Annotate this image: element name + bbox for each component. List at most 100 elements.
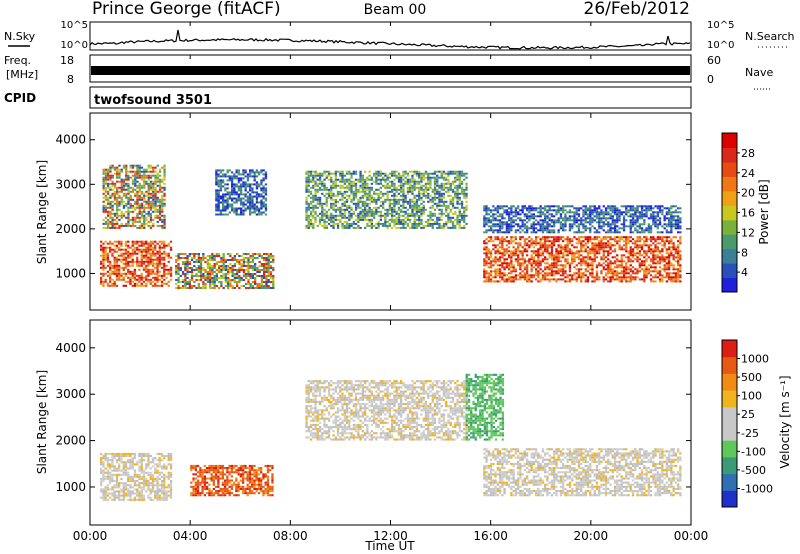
power-echo-cell <box>398 217 400 219</box>
power-echo-cell <box>216 273 218 275</box>
power-echo-cell <box>398 177 400 179</box>
power-echo-cell <box>549 231 551 233</box>
power-echo-cell <box>503 231 505 233</box>
power-echo-cell <box>414 171 416 173</box>
power-echo-cell <box>245 169 247 171</box>
power-echo-cell <box>459 209 461 211</box>
power-echo-cell <box>598 242 600 244</box>
power-echo-cell <box>506 278 508 280</box>
power-echo-cell <box>268 267 270 269</box>
power-echo-cell <box>136 243 138 245</box>
power-echo-cell <box>337 171 339 173</box>
power-echo-cell <box>337 195 339 197</box>
power-echo-cell <box>420 185 422 187</box>
power-echo-cell <box>127 257 129 259</box>
power-echo-cell <box>454 187 456 189</box>
power-echo-cell <box>544 213 546 215</box>
power-echo-cell <box>225 281 227 283</box>
power-echo-cell <box>218 214 220 216</box>
power-echo-cell <box>411 207 413 209</box>
power-echo-cell <box>143 175 145 177</box>
power-echo-cell <box>341 181 343 183</box>
power-echo-cell <box>416 209 418 211</box>
power-echo-cell <box>359 173 361 175</box>
power-echo-cell <box>634 244 636 246</box>
power-echo-cell <box>159 189 161 191</box>
power-echo-cell <box>249 208 251 210</box>
power-echo-cell <box>571 250 573 252</box>
power-echo-cell <box>555 221 557 223</box>
power-echo-cell <box>546 225 548 227</box>
power-echo-cell <box>186 255 188 257</box>
power-echo-cell <box>609 236 611 238</box>
power-echo-cell <box>130 207 132 209</box>
power-echo-cell <box>272 257 274 259</box>
power-echo-cell <box>118 187 120 189</box>
power-echo-cell <box>350 225 352 227</box>
power-echo-cell <box>127 253 129 255</box>
power-echo-cell <box>141 241 143 243</box>
power-echo-cell <box>102 247 104 249</box>
power-echo-cell <box>234 269 236 271</box>
power-echo-cell <box>134 247 136 249</box>
power-echo-cell <box>362 205 364 207</box>
power-echo-cell <box>522 236 524 238</box>
power-echo-cell <box>254 179 256 181</box>
power-echo-cell <box>227 271 229 273</box>
power-echo-cell <box>242 193 244 195</box>
power-echo-cell <box>147 245 149 247</box>
power-echo-cell <box>436 203 438 205</box>
nsearch-label: N.Search <box>745 30 795 43</box>
power-echo-cell <box>391 171 393 173</box>
power-echo-cell <box>546 250 548 252</box>
power-echo-cell <box>247 196 249 198</box>
power-echo-cell <box>456 203 458 205</box>
power-echo-cell <box>364 203 366 205</box>
power-echo-cell <box>380 193 382 195</box>
power-echo-cell <box>127 265 129 267</box>
power-echo-cell <box>159 257 161 259</box>
power-echo-cell <box>519 258 521 260</box>
power-echo-cell <box>531 217 533 219</box>
power-echo-cell <box>184 277 186 279</box>
power-echo-cell <box>102 259 104 261</box>
power-echo-cell <box>238 185 240 187</box>
power-echo-cell <box>125 273 127 275</box>
power-echo-cell <box>452 191 454 193</box>
power-echo-cell <box>600 244 602 246</box>
power-echo-cell <box>380 191 382 193</box>
power-echo-cell <box>582 231 584 233</box>
power-echo-cell <box>261 281 263 283</box>
power-echo-cell <box>143 193 145 195</box>
power-echo-cell <box>129 277 131 279</box>
power-echo-cell <box>461 205 463 207</box>
power-echo-cell <box>150 217 152 219</box>
power-echo-cell <box>389 177 391 179</box>
power-echo-cell <box>170 257 172 259</box>
power-echo-cell <box>490 274 492 276</box>
power-echo-cell <box>459 199 461 201</box>
power-echo-cell <box>456 173 458 175</box>
power-echo-cell <box>109 285 111 287</box>
power-echo-cell <box>441 177 443 179</box>
power-echo-cell <box>259 285 261 287</box>
power-echo-cell <box>515 270 517 272</box>
power-echo-cell <box>127 247 129 249</box>
power-echo-cell <box>609 246 611 248</box>
power-echo-cell <box>452 201 454 203</box>
power-echo-cell <box>632 248 634 250</box>
power-echo-cell <box>107 283 109 285</box>
power-echo-cell <box>156 271 158 273</box>
power-echo-cell <box>596 272 598 274</box>
power-echo-cell <box>145 247 147 249</box>
power-echo-cell <box>445 201 447 203</box>
power-echo-cell <box>398 179 400 181</box>
power-echo-cell <box>371 223 373 225</box>
power-echo-cell <box>118 171 120 173</box>
power-echo-cell <box>625 270 627 272</box>
power-echo-cell <box>414 207 416 209</box>
power-echo-cell <box>596 276 598 278</box>
power-echo-cell <box>659 260 661 262</box>
power-echo-cell <box>589 236 591 238</box>
power-echo-cell <box>650 266 652 268</box>
